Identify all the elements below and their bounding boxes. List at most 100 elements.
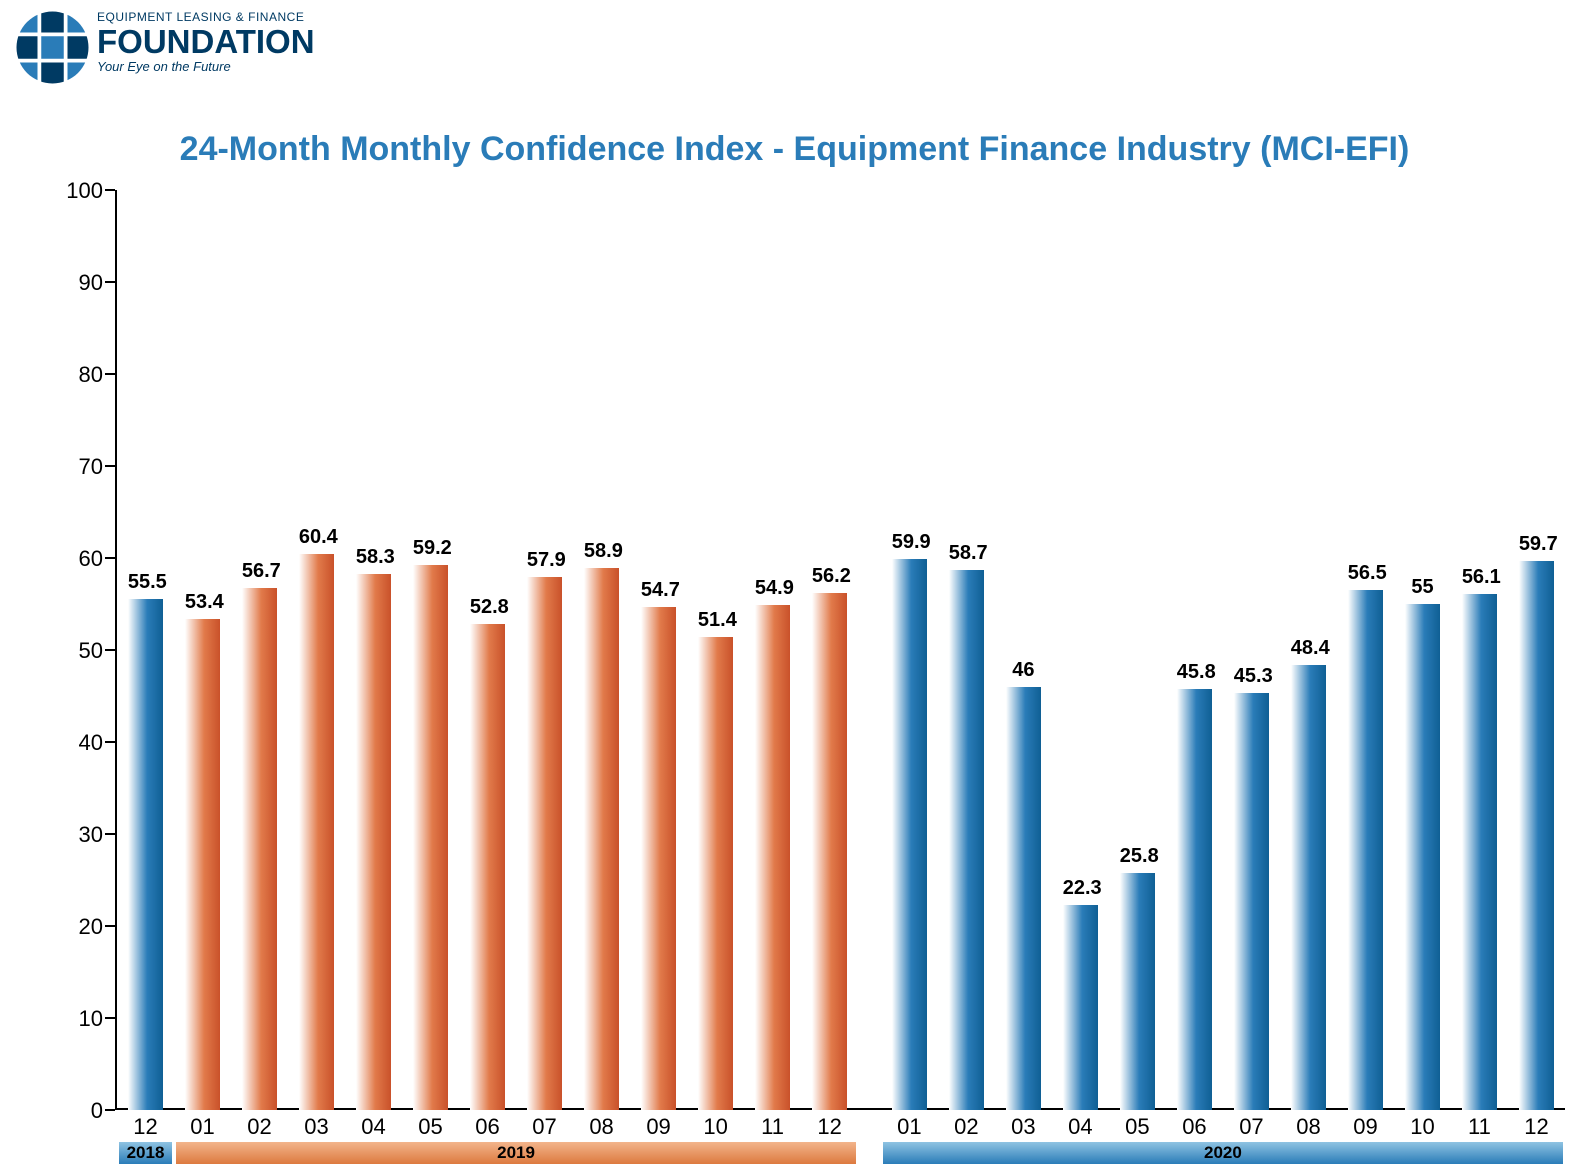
bar: 58.9 — [584, 568, 619, 1110]
y-tick-label: 100 — [58, 178, 103, 204]
bar: 59.2 — [413, 565, 448, 1110]
y-tick-mark — [105, 1017, 115, 1019]
y-tick-mark — [105, 557, 115, 559]
bar-value-label: 58.9 — [584, 540, 619, 563]
x-axis-month-label: 01 — [881, 1114, 938, 1140]
bar-value-label: 58.3 — [356, 546, 391, 569]
logo-text: EQUIPMENT LEASING & FINANCE FOUNDATION Y… — [97, 10, 315, 74]
bar-value-label: 54.9 — [755, 577, 790, 600]
y-tick-mark — [105, 1109, 115, 1111]
y-tick-mark — [105, 649, 115, 651]
y-tick-label: 40 — [58, 730, 103, 756]
bar: 48.4 — [1291, 665, 1326, 1110]
bar: 22.3 — [1063, 905, 1098, 1110]
bar-value-label: 56.7 — [242, 560, 277, 583]
bar: 56.2 — [812, 593, 847, 1110]
bar: 59.7 — [1519, 561, 1554, 1110]
x-axis-month-label: 03 — [995, 1114, 1052, 1140]
x-axis-month-label: 05 — [1109, 1114, 1166, 1140]
logo-line3: Your Eye on the Future — [97, 59, 315, 74]
bar-value-label: 51.4 — [698, 609, 733, 632]
bar: 54.9 — [755, 605, 790, 1110]
x-axis-month-label: 06 — [1166, 1114, 1223, 1140]
bar: 56.5 — [1348, 590, 1383, 1110]
x-axis-labels: 1201020304050607080910111201020304050607… — [117, 1114, 1565, 1140]
bar-value-label: 57.9 — [527, 549, 562, 572]
x-axis-month-label: 09 — [1337, 1114, 1394, 1140]
x-axis-month-label: 03 — [288, 1114, 345, 1140]
bar: 60.4 — [299, 554, 334, 1110]
bar-value-label: 48.4 — [1291, 637, 1326, 660]
foundation-logo-icon — [15, 10, 90, 85]
logo-line2: FOUNDATION — [97, 26, 315, 57]
bar-value-label: 25.8 — [1120, 845, 1155, 868]
x-axis-month-label: 04 — [1052, 1114, 1109, 1140]
y-tick-label: 10 — [58, 1006, 103, 1032]
bar-value-label: 22.3 — [1063, 877, 1098, 900]
y-tick-label: 70 — [58, 454, 103, 480]
x-axis-month-label: 12 — [117, 1114, 174, 1140]
bar: 55 — [1405, 604, 1440, 1110]
y-tick-mark — [105, 465, 115, 467]
bar-value-label: 56.1 — [1462, 566, 1497, 589]
bar: 52.8 — [470, 624, 505, 1110]
y-tick-label: 0 — [58, 1098, 103, 1124]
x-axis-month-label: 12 — [1508, 1114, 1565, 1140]
bar-value-label: 55.5 — [128, 571, 163, 594]
bar-value-label: 59.7 — [1519, 533, 1554, 556]
y-tick-mark — [105, 189, 115, 191]
y-tick-label: 50 — [58, 638, 103, 664]
bar: 45.8 — [1177, 689, 1212, 1110]
x-axis-month-label: 08 — [573, 1114, 630, 1140]
y-axis: 0102030405060708090100 — [60, 190, 115, 1110]
bar-value-label: 45.8 — [1177, 661, 1212, 684]
bar: 46 — [1006, 687, 1041, 1110]
y-tick-mark — [105, 373, 115, 375]
bar-value-label: 45.3 — [1234, 665, 1269, 688]
bar-value-label: 52.8 — [470, 596, 505, 619]
x-axis-month-label: 01 — [174, 1114, 231, 1140]
x-axis-month-label: 05 — [402, 1114, 459, 1140]
y-tick-mark — [105, 833, 115, 835]
logo-line1: EQUIPMENT LEASING & FINANCE — [97, 10, 315, 24]
year-bands: 20182019 2020 — [117, 1142, 1565, 1168]
chart-title: 24-Month Monthly Confidence Index - Equi… — [0, 130, 1589, 169]
bar: 54.7 — [641, 607, 676, 1110]
x-axis-month-label: 10 — [687, 1114, 744, 1140]
x-axis-month-label: 12 — [801, 1114, 858, 1140]
y-tick-label: 90 — [58, 270, 103, 296]
y-tick-label: 80 — [58, 362, 103, 388]
bar-value-label: 60.4 — [299, 526, 334, 549]
y-tick-mark — [105, 925, 115, 927]
y-tick-label: 20 — [58, 914, 103, 940]
x-axis-month-label: 08 — [1280, 1114, 1337, 1140]
x-axis-month-label: 06 — [459, 1114, 516, 1140]
bar-value-label: 59.2 — [413, 537, 448, 560]
bar: 56.7 — [242, 588, 277, 1110]
bar: 59.9 — [892, 559, 927, 1110]
logo: EQUIPMENT LEASING & FINANCE FOUNDATION Y… — [15, 10, 435, 90]
bar-value-label: 54.7 — [641, 579, 676, 602]
x-axis-month-label: 11 — [1451, 1114, 1508, 1140]
bar: 58.3 — [356, 574, 391, 1110]
x-axis-month-label: 07 — [1223, 1114, 1280, 1140]
x-axis-month-label: 07 — [516, 1114, 573, 1140]
bars-container: 55.553.456.760.458.359.252.857.958.954.7… — [117, 190, 1565, 1110]
chart-plot: 0102030405060708090100 55.553.456.760.45… — [60, 190, 1565, 1110]
year-band: 2018 — [119, 1142, 172, 1164]
bar: 51.4 — [698, 637, 733, 1110]
x-axis-month-label: 02 — [231, 1114, 288, 1140]
bar-value-label: 46 — [1006, 659, 1041, 682]
bar-value-label: 56.2 — [812, 565, 847, 588]
bar: 25.8 — [1120, 873, 1155, 1110]
bar: 56.1 — [1462, 594, 1497, 1110]
x-axis-month-label: 11 — [744, 1114, 801, 1140]
year-band: 2020 — [883, 1142, 1563, 1164]
bar: 45.3 — [1234, 693, 1269, 1110]
y-tick-label: 60 — [58, 546, 103, 572]
x-axis-month-label: 02 — [938, 1114, 995, 1140]
bar: 58.7 — [949, 570, 984, 1110]
x-axis-month-label: 09 — [630, 1114, 687, 1140]
y-tick-mark — [105, 281, 115, 283]
year-band: 2019 — [176, 1142, 856, 1164]
